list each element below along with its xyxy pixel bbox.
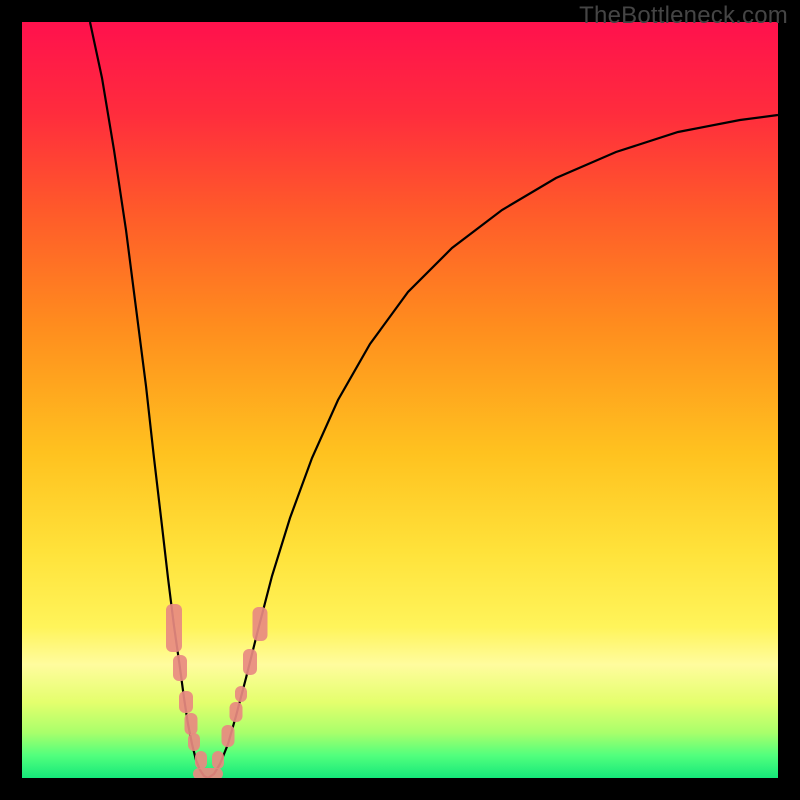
data-marker xyxy=(188,733,200,751)
watermark-text: TheBottleneck.com xyxy=(579,2,788,30)
data-marker xyxy=(235,686,247,702)
data-marker xyxy=(195,751,207,769)
data-marker xyxy=(222,725,235,747)
data-marker xyxy=(243,649,257,675)
data-marker xyxy=(212,751,224,769)
data-marker xyxy=(193,768,223,778)
data-marker xyxy=(253,607,268,641)
plot-area xyxy=(22,22,778,778)
chart-container: TheBottleneck.com xyxy=(0,0,800,800)
data-marker xyxy=(185,713,198,735)
data-marker xyxy=(173,655,187,681)
data-marker xyxy=(230,702,243,722)
data-marker xyxy=(179,691,193,713)
plot-svg xyxy=(22,22,778,778)
data-marker xyxy=(166,604,182,652)
